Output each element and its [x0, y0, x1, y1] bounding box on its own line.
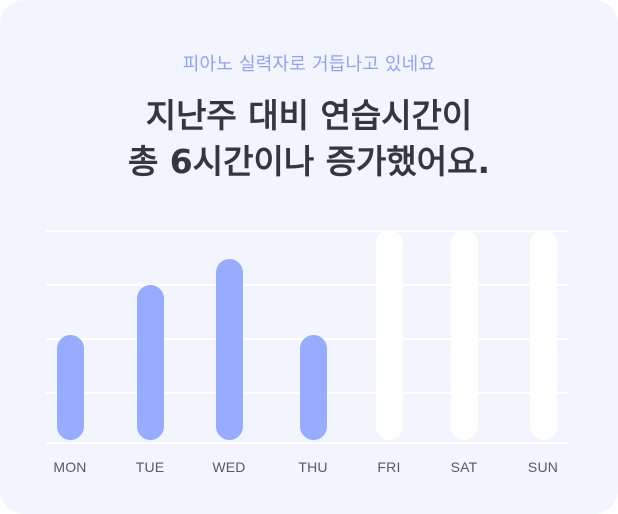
headline-line-2: 총 6시간이나 증가했어요.: [127, 142, 491, 181]
bar-thu: [299, 335, 327, 440]
bar-sat: [450, 230, 478, 440]
bar-fri: [375, 230, 403, 440]
chart-gridline: [46, 284, 568, 286]
card-headline: 지난주 대비 연습시간이 총 6시간이나 증가했어요.: [0, 93, 618, 185]
bar-mon: [56, 335, 84, 440]
day-label-tue: TUE: [135, 459, 165, 475]
day-label-wed: WED: [212, 459, 246, 475]
weekly-practice-chart: [46, 222, 568, 450]
bar-wed: [215, 259, 243, 440]
day-label-mon: MON: [53, 459, 87, 475]
bar-sun: [529, 230, 557, 440]
card-subtitle: 피아노 실력자로 거듭나고 있네요: [182, 54, 436, 75]
bar-tue: [136, 285, 164, 440]
chart-gridline: [46, 442, 568, 444]
day-label-sat: SAT: [450, 459, 478, 475]
day-label-fri: FRI: [377, 459, 401, 475]
day-label-sun: SUN: [527, 459, 559, 475]
chart-gridline: [46, 230, 568, 232]
day-label-thu: THU: [298, 459, 328, 475]
headline-line-1: 지난주 대비 연습시간이: [145, 96, 473, 135]
